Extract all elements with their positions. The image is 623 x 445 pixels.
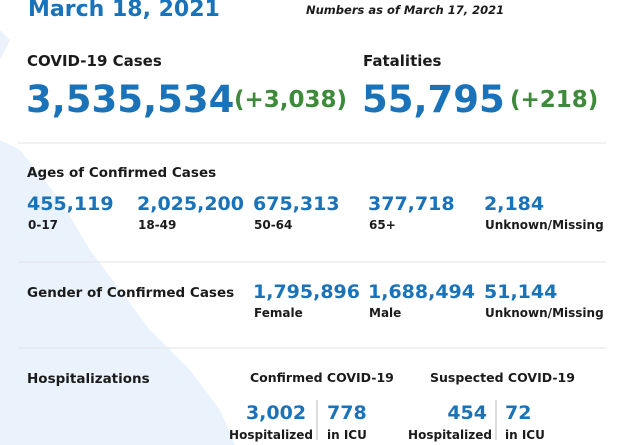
group-label: 0-17 <box>28 218 58 232</box>
gender-title: Gender of Confirmed Cases <box>27 285 234 301</box>
group-label: 50-64 <box>254 218 292 232</box>
suspected-title: Suspected COVID-19 <box>430 370 575 385</box>
cases-change: (+3,038) <box>234 87 347 113</box>
group-value: 377,718 <box>368 193 455 215</box>
group-value: 51,144 <box>484 281 557 303</box>
suspected-icu: 72 <box>505 402 531 424</box>
confirmed-hospitalized: 3,002 <box>246 402 306 424</box>
map-silhouette <box>0 140 235 445</box>
map-fragment <box>0 30 10 60</box>
confirmed-title: Confirmed COVID-19 <box>250 370 394 385</box>
group-value: 2,184 <box>484 193 544 215</box>
group-label: Male <box>369 306 401 320</box>
group-label: Female <box>254 306 303 320</box>
fatalities-value: 55,795 <box>362 78 505 121</box>
confirmed-icu-label: in ICU <box>327 428 367 442</box>
group-value: 1,688,494 <box>368 281 475 303</box>
confirmed-hospitalized-label: Hospitalized <box>229 428 313 442</box>
title: March 18, 2021 <box>28 0 220 22</box>
fatalities-label: Fatalities <box>363 52 442 70</box>
group-value: 675,313 <box>253 193 340 215</box>
suspected-hospitalized-label: Hospitalized <box>408 428 492 442</box>
suspected-icu-label: in ICU <box>505 428 545 442</box>
cases-value: 3,535,534 <box>26 78 234 121</box>
group-value: 455,119 <box>27 193 114 215</box>
cases-label: COVID-19 Cases <box>27 52 162 70</box>
fatalities-change: (+218) <box>510 87 598 113</box>
confirmed-icu: 778 <box>327 402 367 424</box>
group-label: 65+ <box>369 218 396 232</box>
group-label: Unknown/Missing <box>485 306 604 320</box>
group-value: 1,795,896 <box>253 281 360 303</box>
group-label: 18-49 <box>138 218 176 232</box>
hosp-title: Hospitalizations <box>27 371 150 387</box>
suspected-hospitalized: 454 <box>447 402 487 424</box>
as-of: Numbers as of March 17, 2021 <box>306 3 504 17</box>
group-value: 2,025,200 <box>137 193 244 215</box>
group-label: Unknown/Missing <box>485 218 604 232</box>
ages-title: Ages of Confirmed Cases <box>27 165 216 181</box>
